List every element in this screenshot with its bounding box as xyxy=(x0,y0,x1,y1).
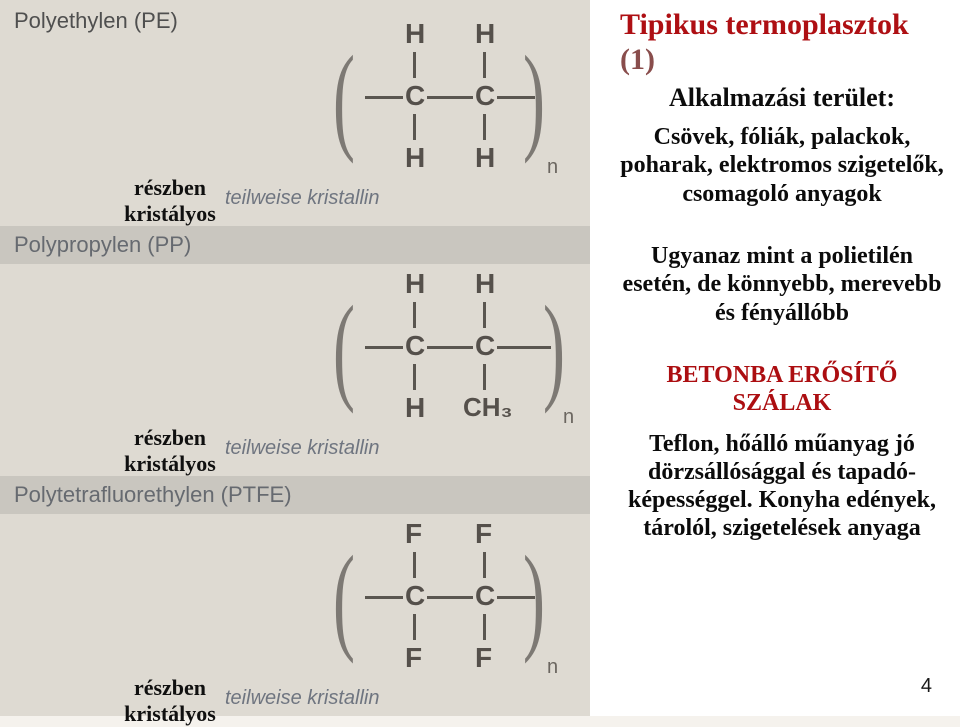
bond xyxy=(413,114,416,140)
atom-label: H xyxy=(475,18,495,50)
atom-label: C xyxy=(405,330,425,362)
bond xyxy=(413,364,416,390)
bond xyxy=(483,302,486,328)
left-column: Polyethylen (PE) ( ) H H C C H H n teilw… xyxy=(0,0,590,716)
page-root: Polyethylen (PE) ( ) H H C C H H n teilw… xyxy=(0,0,960,716)
bond xyxy=(483,364,486,390)
crystallinity-label-pp: teilweise kristallin xyxy=(225,437,380,460)
atom-label: H xyxy=(475,268,495,300)
bond xyxy=(413,52,416,78)
bond xyxy=(365,596,403,599)
atom-label: H xyxy=(475,142,495,174)
polymer-name-pp: Polypropylen (PP) xyxy=(0,232,191,258)
bracket-left-icon: ( xyxy=(333,538,355,658)
atom-label: CH₃ xyxy=(463,392,513,423)
paragraph-ptfe: Teflon, hőálló műanyag jó dörzsállóságga… xyxy=(620,430,944,543)
page-number: 4 xyxy=(921,675,932,698)
atom-label: F xyxy=(405,642,422,674)
paragraph-pp: Ugyanaz mint a polietilén esetén, de kön… xyxy=(620,242,944,327)
bond xyxy=(497,96,535,99)
bond xyxy=(483,114,486,140)
bond xyxy=(427,596,473,599)
subscript-n: n xyxy=(563,406,574,429)
annotation-pe: részben kristályos xyxy=(110,175,230,227)
atom-label: C xyxy=(475,80,495,112)
bond xyxy=(483,52,486,78)
bond xyxy=(497,596,535,599)
atom-label: F xyxy=(475,518,492,550)
bond xyxy=(483,614,486,640)
bond xyxy=(497,346,551,349)
subheading: Alkalmazási terület: xyxy=(620,83,944,113)
polymer-name-ptfe: Polytetrafluorethylen (PTFE) xyxy=(0,482,292,508)
annotation-pp: részben kristályos xyxy=(110,425,230,477)
bond xyxy=(413,302,416,328)
right-column: Tipikus termoplasztok (1) Alkalmazási te… xyxy=(590,0,960,716)
paragraph-pe: Csövek, fóliák, palackok, poharak, elekt… xyxy=(620,123,944,208)
crystallinity-label-pe: teilweise kristallin xyxy=(225,187,380,210)
atom-label: H xyxy=(405,392,425,424)
bond xyxy=(365,346,403,349)
title-text: Tipikus termoplasztok xyxy=(620,8,909,41)
bracket-left-icon: ( xyxy=(333,288,355,408)
structure-ptfe: ( ) F F C C F F n xyxy=(345,508,585,708)
bond xyxy=(365,96,403,99)
polymer-name-pe: Polyethylen (PE) xyxy=(0,8,178,34)
title-number: (1) xyxy=(620,43,655,76)
atom-label: C xyxy=(475,330,495,362)
bond xyxy=(413,552,416,578)
atom-label: F xyxy=(405,518,422,550)
paragraph-reinforce: BETONBA ERŐSÍTŐ SZÁLAK xyxy=(620,361,944,418)
atom-label: C xyxy=(405,80,425,112)
subscript-n: n xyxy=(547,656,558,679)
structure-pe: ( ) H H C C H H n xyxy=(345,8,585,208)
atom-label: H xyxy=(405,268,425,300)
atom-label: H xyxy=(405,18,425,50)
bond xyxy=(427,346,473,349)
structure-pp: ( ) H H C C H CH₃ n xyxy=(345,258,585,458)
atom-label: F xyxy=(475,642,492,674)
atom-label: C xyxy=(405,580,425,612)
bracket-left-icon: ( xyxy=(333,38,355,158)
atom-label: H xyxy=(405,142,425,174)
bond xyxy=(483,552,486,578)
page-title: Tipikus termoplasztok (1) xyxy=(620,8,944,77)
bond xyxy=(413,614,416,640)
atom-label: C xyxy=(475,580,495,612)
subscript-n: n xyxy=(547,156,558,179)
annotation-ptfe: részben kristályos xyxy=(110,675,230,727)
crystallinity-label-ptfe: teilweise kristallin xyxy=(225,687,380,710)
bond xyxy=(427,96,473,99)
